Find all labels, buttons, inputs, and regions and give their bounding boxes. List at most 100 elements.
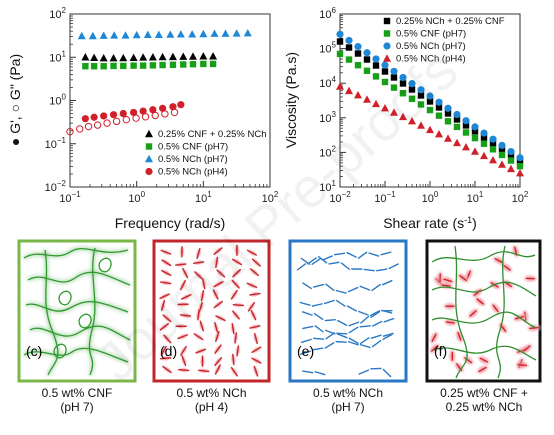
chart-b-point-s1 (345, 56, 353, 63)
chart-a-point-s1 (130, 62, 137, 69)
nch-rod (247, 302, 256, 312)
chart-a-point-s4 (170, 108, 179, 117)
nch-rod (250, 309, 257, 321)
chart-a-point-s0 (179, 52, 188, 60)
chart-b-point-s2 (408, 80, 416, 88)
caption-c-line2: (pH 7) (60, 400, 94, 414)
chart-b-point-s3 (480, 151, 488, 160)
mixed-rod (476, 298, 484, 305)
chart-b-point-s1 (489, 146, 497, 153)
x-axis-label-a: Frequency (rad/s) (115, 215, 225, 231)
nch-network-rod (348, 326, 359, 334)
nch-network-rod (311, 257, 322, 265)
nch-rod (160, 281, 172, 285)
chart-b-point-s3 (471, 147, 479, 155)
chart-a-point-s2 (210, 29, 219, 37)
mixed-rod (523, 345, 531, 352)
chart-a-point-s2 (110, 31, 119, 39)
chart-b-point-s2 (426, 92, 434, 100)
chart-b-point-s1 (453, 123, 461, 131)
schematic-d: (d) (152, 239, 271, 383)
nch-rod (246, 249, 258, 256)
nch-rod (159, 323, 170, 331)
nch-rod (160, 249, 172, 255)
nch-rod (181, 355, 187, 367)
nch-network-rod (363, 268, 375, 272)
nch-network-rod (322, 255, 333, 261)
chart-a-point-s3 (81, 115, 89, 123)
chart-b-point-s1 (435, 112, 443, 119)
chart-b-y-tick-label: 106 (319, 6, 336, 21)
chart-b-point-s0 (444, 110, 452, 117)
chart-a-legend-marker (145, 154, 153, 163)
chart-a-point-s0 (158, 52, 167, 61)
nch-rod (230, 366, 238, 377)
mixed-rod (441, 284, 451, 287)
nch-rod (196, 248, 201, 260)
chart-b-point-s1 (390, 84, 398, 91)
chart-a-point-s0 (90, 53, 99, 62)
nch-rod (213, 247, 223, 256)
nch-network-rod (313, 283, 325, 288)
chart-b-legend-label: 0.25% NCh + 0.25% CNF (396, 16, 505, 27)
nch-network-rod (299, 301, 311, 306)
chart-a-point-s2 (221, 29, 230, 37)
chart-a-point-s0 (139, 53, 148, 61)
chart-a-point-s4 (112, 117, 121, 126)
nch-network-rod (347, 341, 359, 346)
chart-b-legend-label: 0.5% CNF (pH7) (396, 29, 466, 40)
chart-a-point-s3 (139, 107, 147, 115)
nch-network-rod (325, 283, 335, 292)
nch-rod (231, 279, 240, 289)
nch-rod (254, 332, 258, 345)
mixed-rod (431, 345, 439, 352)
chart-a-legend-label: 0.5% CNF (pH7) (158, 142, 228, 153)
nch-rod (197, 309, 200, 321)
chart-b-point-s0 (453, 116, 461, 123)
nch-rod (249, 325, 261, 329)
chart-b-point-s2 (372, 55, 380, 63)
nch-rod (251, 357, 262, 364)
caption-e: 0.5 wt% NCh (pH 7) (290, 386, 406, 414)
nch-network-rod (370, 311, 381, 318)
schematic-f-letter: (f) (434, 343, 447, 359)
nch-network-rod (300, 338, 312, 343)
chart-b-point-s0 (471, 128, 479, 135)
chart-a-point-s1 (149, 62, 157, 69)
nch-network-rod (347, 286, 359, 293)
nch-rod (161, 299, 166, 311)
chart-b-point-s1 (444, 118, 452, 125)
chart-a-point-s1 (139, 62, 147, 69)
nch-network-rod (371, 283, 381, 292)
chart-b-point-s2 (462, 117, 470, 125)
nch-rod (162, 314, 172, 323)
nch-rod (177, 334, 189, 340)
mixed-rod (517, 364, 527, 367)
nch-network-rod (348, 337, 359, 344)
chart-b-y-tick-label: 105 (319, 41, 336, 56)
chart-b-point-s3 (498, 160, 506, 168)
nch-network-rod (333, 252, 346, 256)
chart-b-point-s2 (516, 154, 524, 162)
chart-a-point-s2 (188, 30, 197, 38)
nch-network-rod (340, 262, 351, 270)
chart-b-point-s3 (390, 108, 398, 116)
chart-b-point-s1 (408, 95, 416, 103)
y-axis-label-b: Viscosity (Pa.s) (283, 52, 299, 148)
mixed-rod (459, 275, 467, 282)
chart-a-point-s0 (119, 53, 128, 62)
nch-rod (251, 258, 261, 267)
mixed-rod (494, 258, 503, 264)
nch-network-rod (380, 251, 392, 256)
nch-network-rod (381, 309, 393, 314)
chart-a-point-s4 (132, 114, 140, 122)
nch-network-rod (360, 315, 370, 324)
chart-b-point-s0 (462, 122, 470, 129)
caption-e-line1: 0.5 wt% NCh (312, 386, 384, 400)
nch-rod (214, 321, 219, 334)
chart-b-point-s2 (345, 36, 353, 45)
nch-network-rod (314, 325, 324, 333)
chart-b-point-s2 (498, 141, 506, 150)
chart-a-point-s0 (81, 53, 90, 61)
